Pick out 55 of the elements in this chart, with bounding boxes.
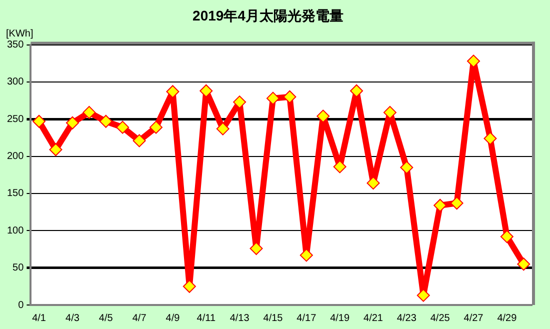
point [182,280,196,293]
point [467,54,480,68]
x-tick-label: 4/19 [330,312,350,324]
x-tick-label: 4/25 [430,312,450,324]
point [99,114,112,128]
point [366,176,380,190]
point [450,196,464,210]
point [233,96,246,109]
point [266,92,280,105]
point [283,90,296,104]
y-tick-label: 100 [6,225,24,236]
x-tick-label: 4/3 [66,312,80,324]
y-tick-label: 50 [12,262,24,274]
point [416,288,430,302]
x-tick-label: 4/11 [196,312,216,324]
point [216,122,230,136]
y-tick-label: 300 [6,76,24,88]
point [316,110,330,123]
point [82,106,96,119]
x-tick-label: 4/1 [32,312,46,324]
point [66,116,79,130]
x-tick-label: 4/9 [166,312,180,324]
chart-title: 2019年4月太陽光発電量 [192,7,344,24]
x-tick-label: 4/7 [132,312,147,324]
point [400,160,414,174]
point [350,84,364,98]
y-tick-label: 200 [6,151,24,162]
y-tick-label: 0 [18,300,24,311]
x-tick-label: 4/23 [396,312,417,324]
y-tick-label: 250 [6,114,24,125]
x-tick-label: 4/5 [98,312,114,324]
point [517,258,530,271]
point [250,242,263,255]
x-tick-label: 4/13 [230,312,250,324]
x-tick-label: 4/21 [364,312,384,324]
point [32,114,46,128]
point [150,120,163,134]
point [300,248,313,262]
point [116,120,130,134]
point [434,198,447,212]
x-tick-label: 4/27 [464,312,484,324]
point [200,84,213,98]
point [500,230,514,244]
point [383,106,396,119]
point [484,132,497,145]
x-tick-label: 4/15 [263,312,284,324]
point [132,134,146,148]
y-axis-title: [KWh] [6,28,34,40]
x-tick-label: 4/17 [296,312,317,324]
y-tick-label: 350 [6,40,24,51]
y-tick-label: 150 [6,188,24,200]
point [166,85,180,98]
point [333,160,346,174]
point [49,143,62,156]
x-tick-label: 4/29 [497,312,518,324]
